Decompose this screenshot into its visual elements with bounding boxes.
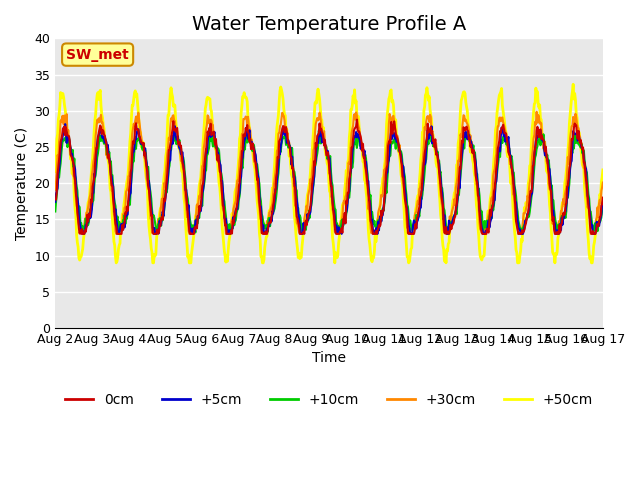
Y-axis label: Temperature (C): Temperature (C) [15,127,29,240]
Title: Water Temperature Profile A: Water Temperature Profile A [192,15,466,34]
Legend: 0cm, +5cm, +10cm, +30cm, +50cm: 0cm, +5cm, +10cm, +30cm, +50cm [60,387,598,412]
Text: SW_met: SW_met [67,48,129,61]
X-axis label: Time: Time [312,351,346,365]
